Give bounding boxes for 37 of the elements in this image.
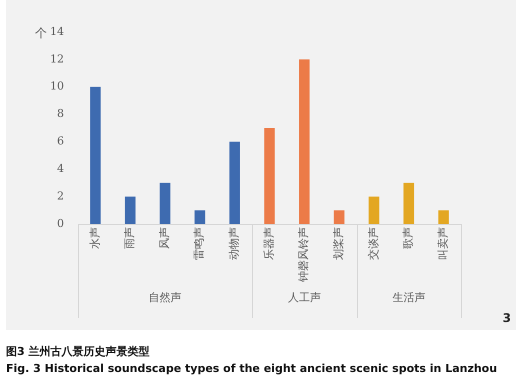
y-tick-label: 8 [56,107,64,120]
y-tick-label: 4 [56,162,64,175]
bar [299,59,310,224]
x-tick-label: 风声 [158,227,171,249]
x-tick-label: 划桨声 [332,227,345,260]
text: 人工声 [288,290,321,304]
bar [438,210,449,224]
y-tick-label: 14 [50,24,64,38]
y-tick-label: 12 [50,52,64,66]
x-tick-label: 雨声 [123,227,136,249]
bar [403,182,414,224]
bar [90,86,101,224]
bar [124,196,136,224]
caption: 图3 兰州古八景历史声景类型 [6,344,150,360]
x-tick-label: 叫卖声 [436,227,450,260]
text: 生活声 [392,290,426,304]
x-tick-label: 歌声 [402,227,415,249]
y-tick-label: 2 [56,189,64,202]
x-tick-label: 乐器声 [262,227,276,260]
caption: Fig. 3 Historical soundscape types of the eight ancient scenic spots in Lanzhou [6,361,498,377]
x-tick-label: 交谈声 [366,227,380,260]
x-tick-label: 雷鸣声 [192,227,206,260]
bar [229,142,240,224]
text: 自然声 [148,290,182,304]
bar [368,196,380,224]
text: 3 [502,311,511,325]
y-tick-label: 6 [56,134,64,148]
bar [160,182,170,224]
x-tick-label: 水声 [88,227,102,249]
bar [194,210,206,224]
y-tick-label: 0 [56,216,64,230]
bar [334,210,344,224]
y-axis-title: 个 [34,26,47,40]
y-tick-label: 10 [50,80,64,93]
bar [264,128,275,224]
x-tick-label: 钟磬风铃声 [297,227,310,283]
x-tick-label: 动物声 [228,227,241,260]
